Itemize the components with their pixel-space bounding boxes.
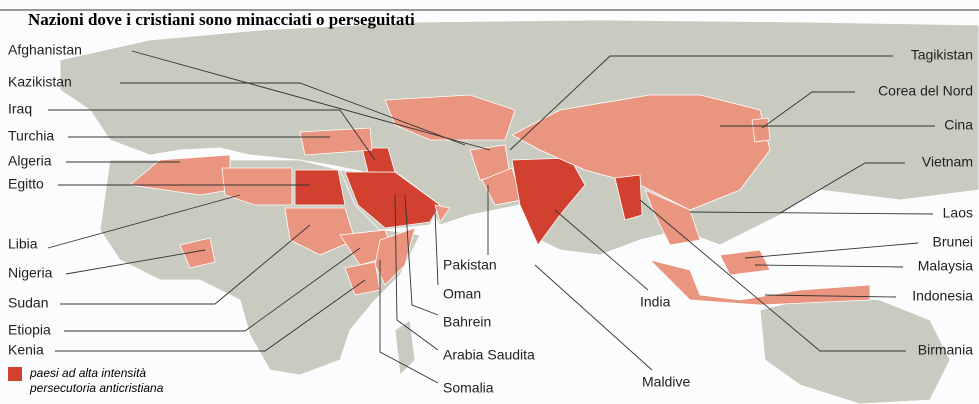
somalia	[374, 227, 416, 286]
labels: Afghanistan Kazikistan Iraq Turchia Algeria E…	[8, 42, 973, 396]
leader-line	[131, 50, 491, 151]
leader-line	[434, 211, 439, 286]
leader-line	[48, 109, 376, 161]
leader-line	[509, 55, 893, 151]
country-label: Bahrein	[443, 314, 491, 330]
leader-line	[394, 194, 439, 351]
nigeria	[179, 237, 216, 269]
leader-line	[55, 279, 366, 352]
leader-line	[65, 249, 206, 275]
country-label: Afghanistan	[8, 42, 82, 58]
country-label: Sudan	[8, 295, 48, 311]
country-label: Arabia Saudita	[443, 347, 535, 363]
country-label: Pakistan	[443, 257, 497, 273]
north-korea	[751, 117, 771, 143]
legend-swatch	[8, 367, 22, 381]
sudan	[284, 207, 356, 256]
country-label: Kazikistan	[8, 74, 72, 90]
egypt	[294, 169, 346, 206]
country-label: Oman	[443, 286, 481, 302]
malaysia	[719, 249, 771, 276]
country-label: Turchia	[8, 128, 54, 144]
turkey	[299, 127, 373, 156]
leader-line	[689, 211, 934, 215]
leader-line	[404, 194, 439, 316]
leader-line	[761, 91, 855, 129]
legend-text: paesi ad alta intensità	[29, 366, 146, 380]
country-label: Tagikistan	[911, 47, 973, 63]
leader-line	[47, 194, 241, 249]
iraq	[361, 147, 396, 173]
country-label: Cina	[944, 117, 973, 133]
leader-line	[764, 294, 897, 298]
leader-line	[64, 247, 361, 332]
country-label: Malaysia	[918, 258, 973, 274]
leader-line	[754, 264, 904, 268]
leader-line	[60, 224, 311, 305]
country-label: Nigeria	[8, 265, 53, 281]
country-label: Somalia	[443, 380, 494, 396]
country-label: Egitto	[8, 176, 44, 192]
country-label: Corea del Nord	[878, 83, 973, 99]
country-label: Etiopia	[8, 322, 51, 338]
leader-line	[379, 260, 439, 384]
oman	[434, 204, 451, 223]
country-label: Algeria	[8, 153, 52, 169]
country-label: Kenia	[8, 342, 44, 358]
country-label: Laos	[943, 205, 973, 221]
country-label: Indonesia	[912, 288, 973, 304]
country-label: India	[640, 294, 671, 310]
kazakhstan	[384, 94, 516, 141]
leader-line	[534, 264, 653, 371]
leader-line	[639, 199, 906, 352]
indonesia	[648, 259, 871, 306]
leader-line	[554, 209, 649, 291]
country-label: Iraq	[8, 101, 32, 117]
country-label: Vietnam	[922, 154, 973, 170]
myanmar	[614, 174, 643, 221]
leader-line	[779, 162, 905, 214]
china	[511, 94, 771, 211]
countries	[129, 94, 871, 306]
map-title: Nazioni dove i cristiani sono minacciati…	[28, 10, 415, 29]
legend-text: persecutoria anticristiana	[29, 381, 164, 395]
leader-line	[744, 242, 919, 259]
country-label: Libia	[8, 236, 38, 252]
leader-line	[120, 82, 466, 146]
country-label: Brunei	[933, 234, 973, 250]
libya	[221, 167, 293, 206]
country-label: Birmania	[918, 342, 973, 358]
country-label: Maldive	[642, 374, 690, 390]
